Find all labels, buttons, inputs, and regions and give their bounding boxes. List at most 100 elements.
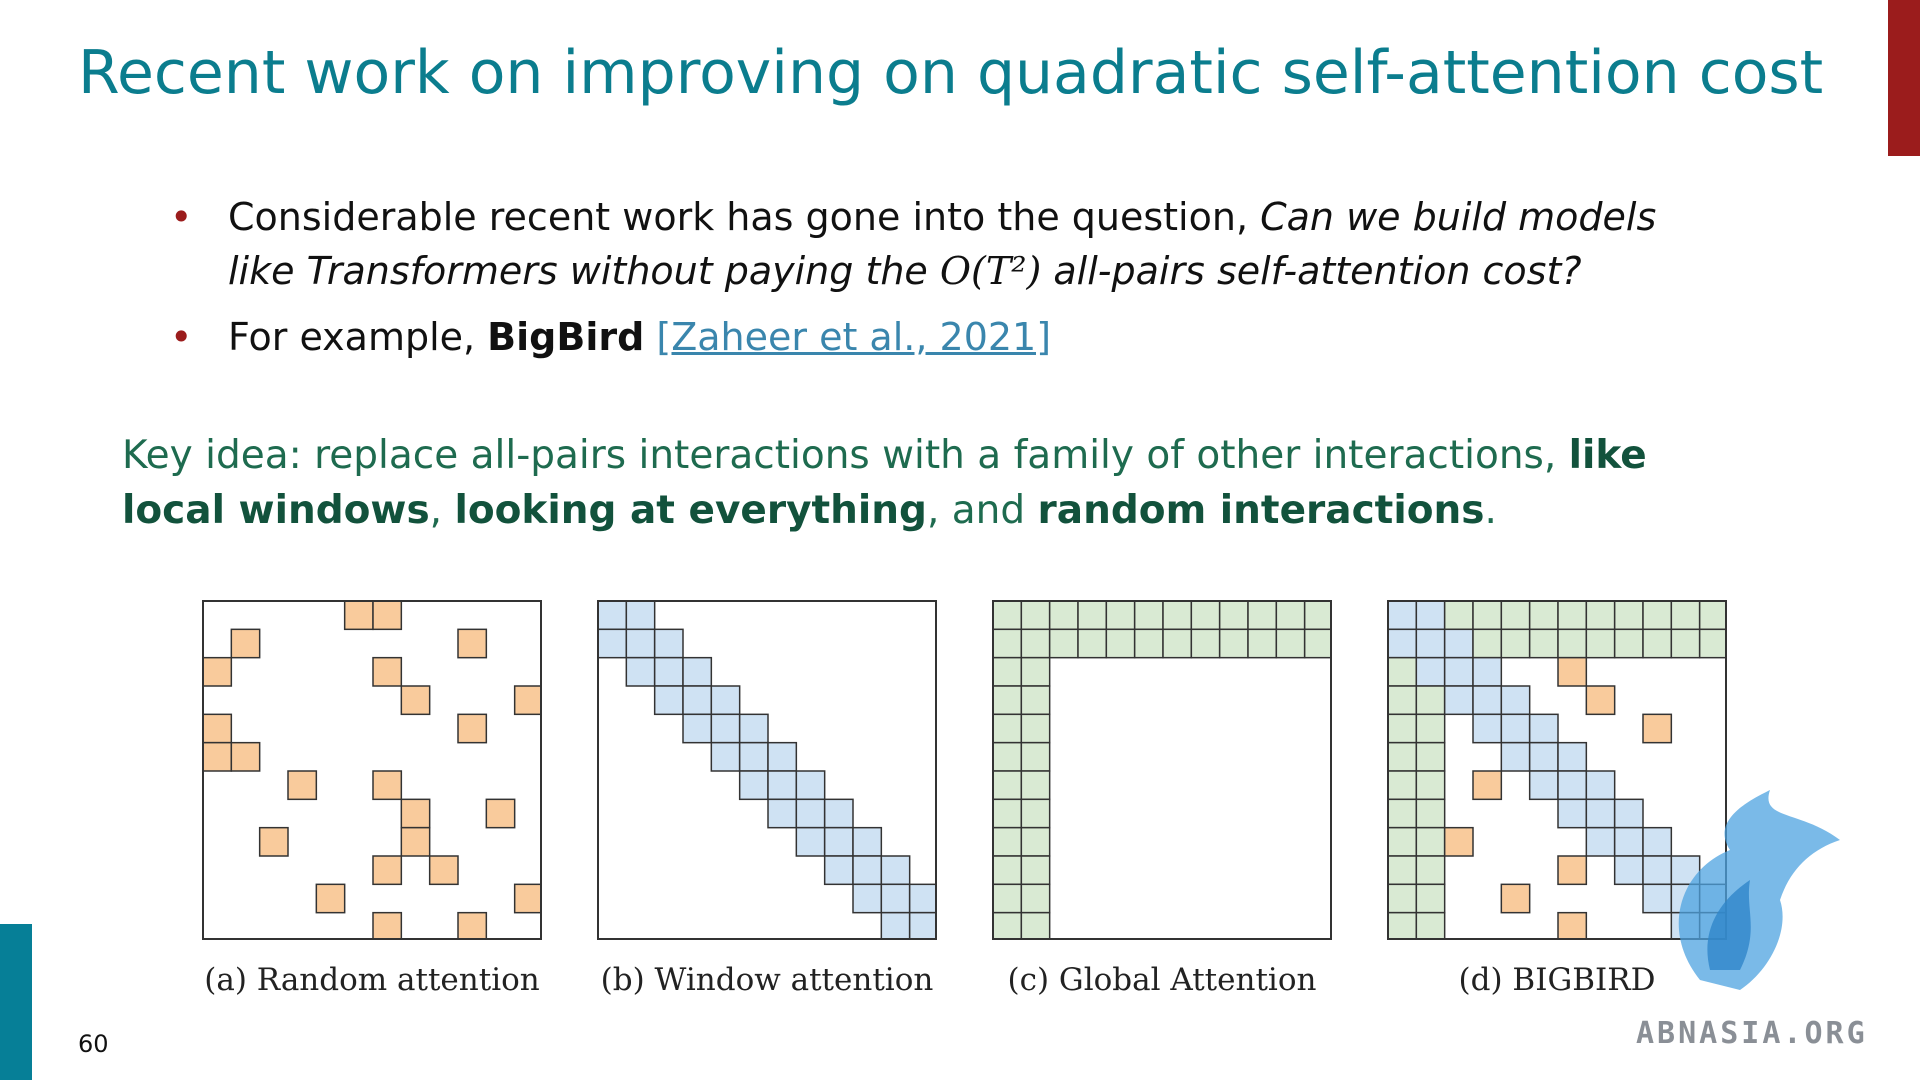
attention-cell	[1472, 713, 1503, 744]
attention-cell	[1557, 911, 1588, 940]
attention-cell	[1387, 685, 1418, 716]
attention-cell	[1472, 656, 1503, 687]
bullet-list: • Considerable recent work has gone into…	[170, 190, 1730, 376]
attention-cell	[1133, 600, 1164, 631]
attention-cell	[1613, 855, 1644, 886]
attention-cell	[1472, 628, 1503, 659]
attention-cell	[400, 798, 431, 829]
attention-cell	[653, 685, 684, 716]
attention-cell	[457, 911, 488, 940]
attention-cell	[682, 685, 713, 716]
key-idea-local-windows: like local windows	[122, 433, 1647, 533]
key-idea-prefix: Key idea: replace all-pairs interactions…	[122, 433, 1569, 478]
key-idea-suffix: .	[1484, 488, 1497, 533]
attention-cell	[1500, 883, 1531, 914]
grid-bigbird	[1387, 600, 1727, 940]
key-idea-sep-1: ,	[429, 488, 455, 533]
attention-cell	[428, 855, 459, 886]
attention-cell	[1585, 685, 1616, 716]
attention-cell	[1020, 911, 1051, 940]
attention-cell	[1303, 600, 1332, 631]
attention-cell	[400, 826, 431, 857]
attention-cell	[1585, 770, 1616, 801]
attention-cell	[738, 741, 769, 772]
attention-cell	[908, 883, 937, 914]
attention-cell	[315, 883, 346, 914]
attention-cell	[1020, 826, 1051, 857]
attention-cell	[710, 713, 741, 744]
bullet-item-example: • For example, BigBird [Zaheer et al., 2…	[170, 310, 1730, 364]
bullet-dot: •	[170, 315, 193, 359]
bullet-text-plain: For example,	[228, 315, 488, 359]
attention-cell	[852, 826, 883, 857]
attention-cell	[1415, 741, 1446, 772]
attention-cell	[202, 656, 233, 687]
attention-cell	[992, 685, 1023, 716]
attention-cell	[1077, 628, 1108, 659]
attention-cell	[513, 685, 542, 716]
attention-cell	[1613, 628, 1644, 659]
attention-cell	[992, 883, 1023, 914]
panel-bigbird: (d) BIGBIRD	[1387, 600, 1727, 1000]
attention-cell	[1613, 798, 1644, 829]
attention-cell	[1557, 798, 1588, 829]
attention-cell	[1670, 628, 1701, 659]
attention-cell	[1105, 600, 1136, 631]
attention-cell	[1020, 685, 1051, 716]
attention-cell	[1642, 713, 1673, 744]
attention-cell	[767, 741, 798, 772]
attention-cell	[1387, 656, 1418, 687]
attention-cell	[880, 911, 911, 940]
attention-cell	[795, 798, 826, 829]
attention-cell	[230, 628, 261, 659]
attention-cell	[1020, 741, 1051, 772]
attention-cell	[1670, 600, 1701, 631]
attention-cell	[1190, 600, 1221, 631]
page-number: 60	[78, 1030, 109, 1058]
attention-cell	[1642, 826, 1673, 857]
grid-border	[992, 600, 1332, 940]
attention-cell	[625, 628, 656, 659]
attention-cell	[1528, 741, 1559, 772]
grid-border	[202, 600, 542, 940]
attention-cell	[1020, 883, 1051, 914]
attention-cell	[1387, 911, 1418, 940]
attention-cell	[597, 628, 628, 659]
bullet-item-question: • Considerable recent work has gone into…	[170, 190, 1730, 298]
attention-cell	[1218, 628, 1249, 659]
attention-cell	[1528, 628, 1559, 659]
attention-cell	[1528, 600, 1559, 631]
attention-cell	[372, 656, 403, 687]
attention-cell	[1500, 628, 1531, 659]
attention-cell	[1415, 911, 1446, 940]
attention-cell	[1443, 656, 1474, 687]
attention-cell	[823, 798, 854, 829]
attention-cell	[682, 713, 713, 744]
attention-cell	[1557, 770, 1588, 801]
attention-cell	[457, 713, 488, 744]
panel-window-attention: (b) Window attention	[597, 600, 937, 1000]
attention-cell	[1077, 600, 1108, 631]
attention-cell	[1387, 798, 1418, 829]
attention-cell	[513, 883, 542, 914]
attention-cell	[767, 798, 798, 829]
attention-cell	[343, 600, 374, 631]
attention-cell	[625, 656, 656, 687]
attention-cell	[852, 855, 883, 886]
attention-cell	[485, 798, 516, 829]
attention-cell	[1642, 628, 1673, 659]
attention-cell	[1020, 600, 1051, 631]
bigbird-label: BigBird	[487, 315, 645, 359]
attention-cell	[1415, 770, 1446, 801]
grid-window	[597, 600, 937, 940]
attention-cell	[1528, 713, 1559, 744]
citation-link[interactable]: [Zaheer et al., 2021]	[656, 315, 1052, 359]
attention-cell	[852, 883, 883, 914]
bullet-text-plain: Considerable recent work has gone into t…	[228, 195, 1261, 239]
attention-cell	[372, 911, 403, 940]
attention-cell	[880, 883, 911, 914]
attention-cell	[1387, 770, 1418, 801]
accent-bar-bottom	[0, 924, 32, 1080]
attention-cell	[1162, 600, 1193, 631]
attention-cell	[992, 798, 1023, 829]
